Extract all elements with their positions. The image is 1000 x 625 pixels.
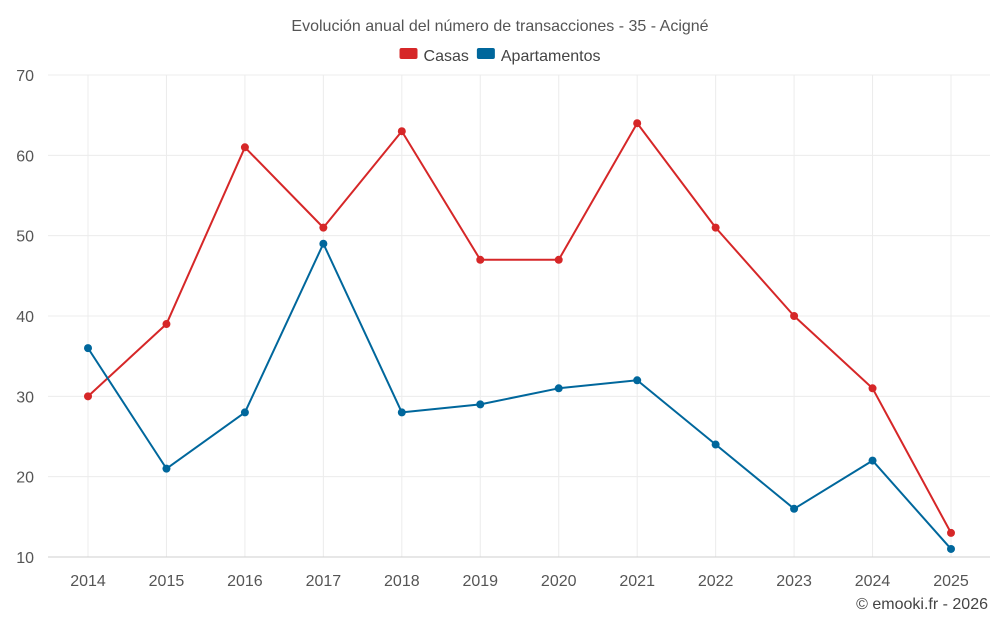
legend-swatch xyxy=(399,48,418,59)
y-tick-label: 40 xyxy=(16,309,34,326)
data-point-apartamentos[interactable] xyxy=(711,440,720,449)
x-tick-label: 2023 xyxy=(776,573,812,590)
x-tick-label: 2024 xyxy=(855,573,891,590)
credit-text: © emooki.fr - 2026 xyxy=(856,596,988,613)
data-point-apartamentos[interactable] xyxy=(319,239,328,248)
x-tick-label: 2022 xyxy=(698,573,734,590)
legend-item-casas[interactable]: Casas xyxy=(399,48,469,65)
x-tick-label: 2016 xyxy=(227,573,263,590)
legend: Casas Apartamentos xyxy=(399,48,601,65)
legend-swatch xyxy=(476,48,495,59)
data-point-casas[interactable] xyxy=(319,223,328,232)
data-point-apartamentos[interactable] xyxy=(790,504,799,513)
x-tick-label: 2018 xyxy=(384,573,420,590)
series-casas xyxy=(84,119,955,537)
x-tick-label: 2014 xyxy=(70,573,106,590)
data-point-apartamentos[interactable] xyxy=(947,544,955,553)
x-tick-label: 2021 xyxy=(619,573,655,590)
series-layer xyxy=(84,119,955,553)
grid-lines xyxy=(48,74,990,558)
data-point-casas[interactable] xyxy=(476,255,485,264)
data-point-apartamentos[interactable] xyxy=(476,400,485,409)
axes: 10 20 30 40 50 60 70 2014 2015 2016 2017 2018 2019 20… xyxy=(16,68,990,590)
y-tick-label: 30 xyxy=(16,389,34,406)
series-line-casas xyxy=(87,122,952,534)
data-point-casas[interactable] xyxy=(790,312,799,320)
series-line-apartamentos xyxy=(87,242,952,550)
y-tick-label: 50 xyxy=(16,229,34,246)
data-point-casas[interactable] xyxy=(84,392,92,401)
x-tick-label: 2017 xyxy=(306,573,342,590)
x-tick-label: 2025 xyxy=(933,573,969,590)
data-point-apartamentos[interactable] xyxy=(240,408,249,417)
y-tick-label: 60 xyxy=(16,148,34,165)
legend-item-apartamentos[interactable]: Apartamentos xyxy=(476,48,601,65)
data-point-casas[interactable] xyxy=(947,528,955,537)
data-point-apartamentos[interactable] xyxy=(397,408,406,417)
data-point-apartamentos[interactable] xyxy=(554,384,563,393)
x-tick-label: 2015 xyxy=(149,573,185,590)
data-point-casas[interactable] xyxy=(554,255,563,264)
data-point-apartamentos[interactable] xyxy=(162,464,171,473)
data-point-apartamentos[interactable] xyxy=(868,456,877,465)
y-tick-label: 70 xyxy=(16,68,34,85)
data-point-casas[interactable] xyxy=(711,223,720,232)
legend-label: Apartamentos xyxy=(501,48,601,65)
data-point-casas[interactable] xyxy=(397,127,406,136)
legend-label: Casas xyxy=(424,48,469,65)
data-point-casas[interactable] xyxy=(633,119,642,128)
data-point-casas[interactable] xyxy=(868,384,877,393)
series-apartamentos xyxy=(84,239,955,553)
y-tick-label: 20 xyxy=(16,470,34,487)
data-point-casas[interactable] xyxy=(240,143,249,152)
chart-title: Evolución anual del número de transaccio… xyxy=(291,18,708,35)
x-tick-label: 2019 xyxy=(462,573,498,590)
data-point-apartamentos[interactable] xyxy=(633,376,642,385)
x-tick-label: 2020 xyxy=(541,573,577,590)
y-tick-label: 10 xyxy=(16,550,34,567)
data-point-apartamentos[interactable] xyxy=(84,344,92,353)
data-point-casas[interactable] xyxy=(162,320,171,329)
